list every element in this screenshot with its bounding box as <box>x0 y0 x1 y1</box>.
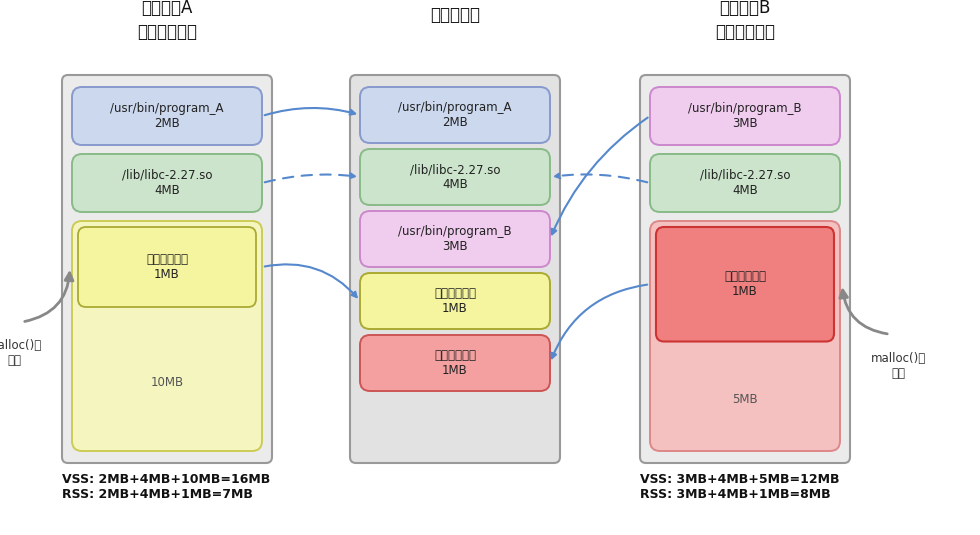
Text: 10MB: 10MB <box>151 376 183 388</box>
Text: プロセスA
の仮想メモリ: プロセスA の仮想メモリ <box>137 0 197 41</box>
FancyArrowPatch shape <box>552 285 647 358</box>
Text: 書き込み済み
1MB: 書き込み済み 1MB <box>146 253 188 281</box>
FancyBboxPatch shape <box>650 154 840 212</box>
FancyArrowPatch shape <box>265 264 357 297</box>
Text: 書き込み済み
1MB: 書き込み済み 1MB <box>434 287 476 315</box>
FancyBboxPatch shape <box>78 227 256 307</box>
Text: 書き込み済み
1MB: 書き込み済み 1MB <box>724 270 766 298</box>
FancyArrowPatch shape <box>555 173 648 182</box>
Text: malloc()で
確保: malloc()で 確保 <box>0 339 41 367</box>
FancyBboxPatch shape <box>360 273 550 329</box>
Text: 5MB: 5MB <box>732 393 758 406</box>
Text: /usr/bin/program_B
3MB: /usr/bin/program_B 3MB <box>688 102 802 130</box>
Text: malloc()で
確保: malloc()で 確保 <box>870 352 926 380</box>
Text: /usr/bin/program_B
3MB: /usr/bin/program_B 3MB <box>398 225 512 253</box>
Text: /usr/bin/program_A
2MB: /usr/bin/program_A 2MB <box>398 101 512 129</box>
FancyBboxPatch shape <box>640 75 850 463</box>
Text: 物理メモリ: 物理メモリ <box>430 6 480 24</box>
FancyBboxPatch shape <box>72 87 262 145</box>
Text: /lib/libc-2.27.so
4MB: /lib/libc-2.27.so 4MB <box>122 169 213 197</box>
FancyBboxPatch shape <box>350 75 560 463</box>
FancyBboxPatch shape <box>72 221 262 451</box>
FancyBboxPatch shape <box>360 149 550 205</box>
FancyBboxPatch shape <box>656 227 834 341</box>
FancyArrowPatch shape <box>552 118 648 234</box>
FancyBboxPatch shape <box>650 87 840 145</box>
FancyArrowPatch shape <box>840 290 887 334</box>
FancyBboxPatch shape <box>360 335 550 391</box>
Text: /usr/bin/program_A
2MB: /usr/bin/program_A 2MB <box>110 102 223 130</box>
FancyBboxPatch shape <box>360 87 550 143</box>
FancyBboxPatch shape <box>360 211 550 267</box>
Text: 書き込み済み
1MB: 書き込み済み 1MB <box>434 349 476 377</box>
FancyArrowPatch shape <box>24 273 73 322</box>
FancyBboxPatch shape <box>62 75 272 463</box>
Text: VSS: 2MB+4MB+10MB=16MB
RSS: 2MB+4MB+1MB=7MB: VSS: 2MB+4MB+10MB=16MB RSS: 2MB+4MB+1MB=… <box>62 473 270 501</box>
Text: /lib/libc-2.27.so
4MB: /lib/libc-2.27.so 4MB <box>700 169 790 197</box>
Text: /lib/libc-2.27.so
4MB: /lib/libc-2.27.so 4MB <box>410 163 500 191</box>
FancyArrowPatch shape <box>265 173 355 182</box>
Text: VSS: 3MB+4MB+5MB=12MB
RSS: 3MB+4MB+1MB=8MB: VSS: 3MB+4MB+5MB=12MB RSS: 3MB+4MB+1MB=8… <box>640 473 840 501</box>
FancyBboxPatch shape <box>72 154 262 212</box>
FancyBboxPatch shape <box>650 221 840 451</box>
FancyArrowPatch shape <box>265 108 355 115</box>
Text: プロセスB
の仮想メモリ: プロセスB の仮想メモリ <box>715 0 775 41</box>
